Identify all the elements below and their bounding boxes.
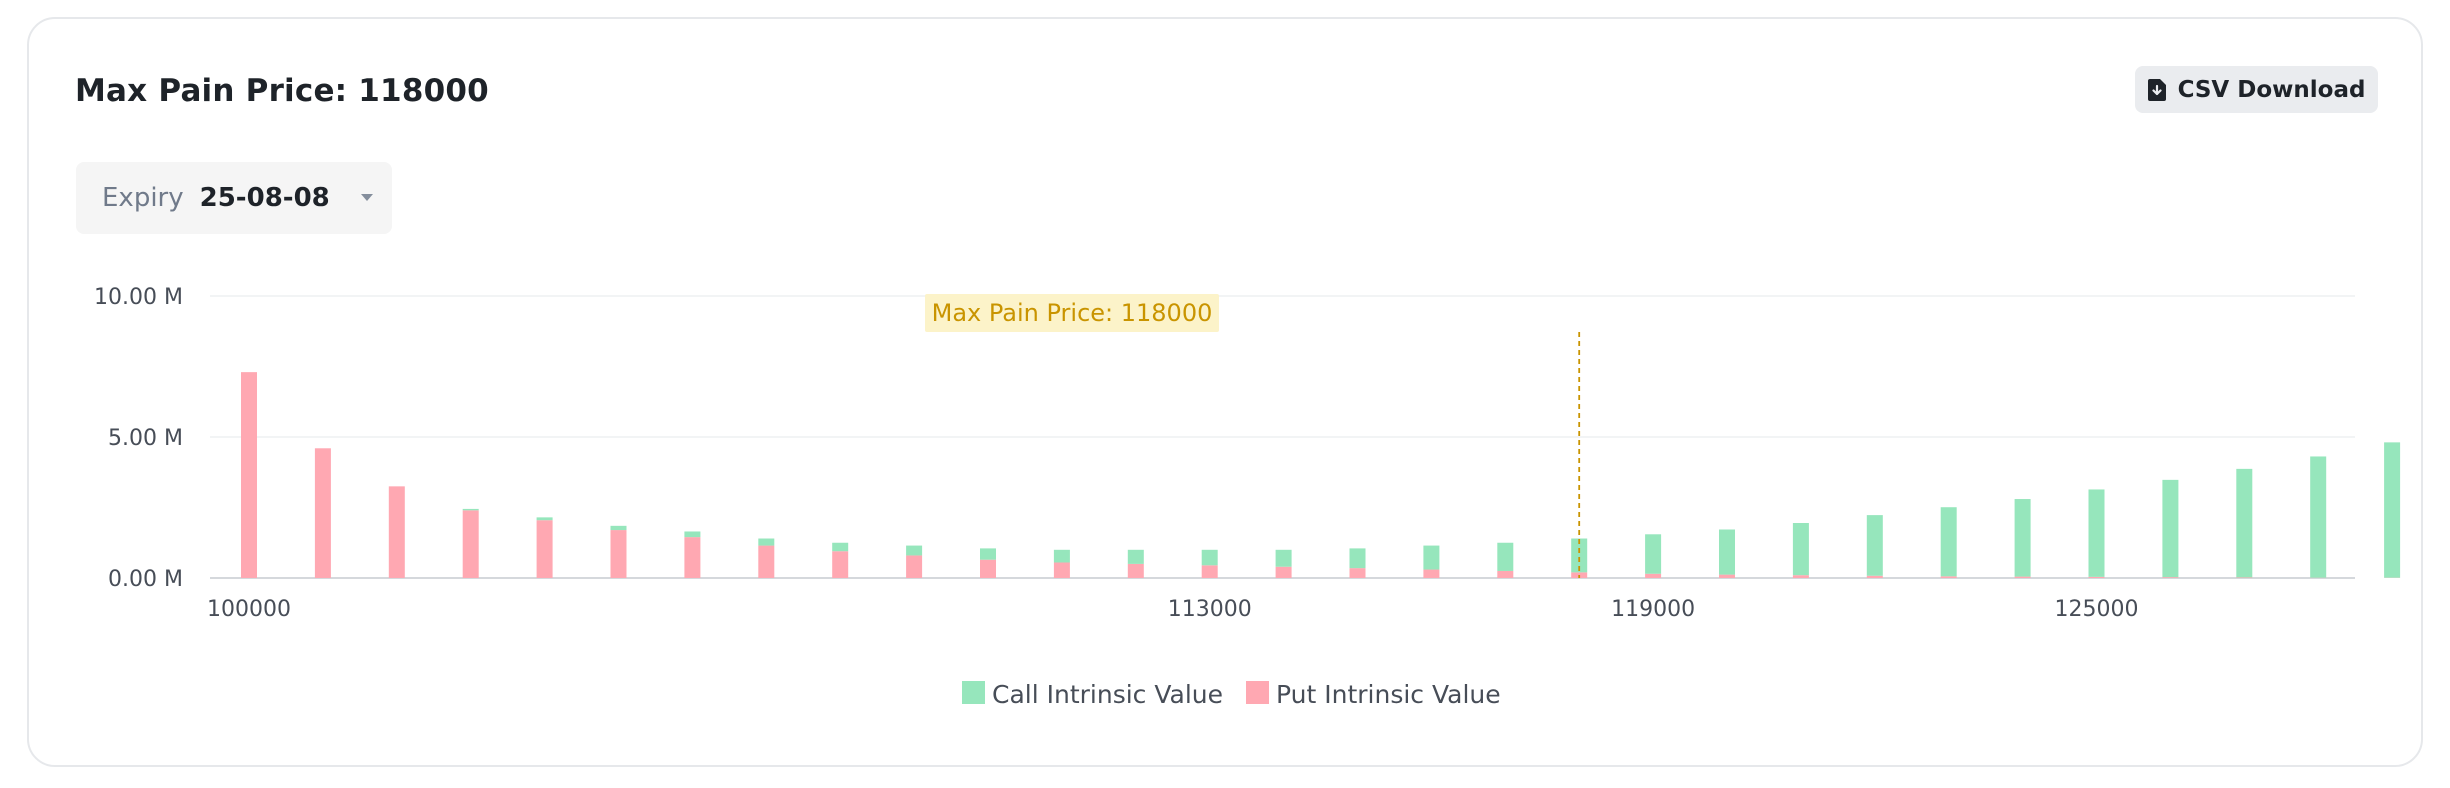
- max-pain-card: [27, 17, 2423, 767]
- expiry-value: 25-08-08: [199, 183, 330, 213]
- page-title: Max Pain Price: 118000: [75, 73, 489, 109]
- x-tick-label: 100000: [207, 597, 291, 622]
- call-bar[interactable]: [462, 508, 479, 511]
- call-bar[interactable]: [906, 545, 923, 556]
- put-bar[interactable]: [1719, 574, 1735, 578]
- put-bar[interactable]: [1275, 566, 1292, 578]
- call-bar[interactable]: [1349, 548, 1366, 569]
- max-pain-marker-box: [925, 294, 1219, 332]
- expiry-select[interactable]: Expiry 25-08-08: [76, 162, 392, 234]
- call-bar[interactable]: [980, 548, 996, 560]
- call-bar[interactable]: [2310, 456, 2327, 578]
- put-bar[interactable]: [1127, 563, 1144, 578]
- call-bar[interactable]: [1423, 545, 1440, 570]
- put-bar[interactable]: [684, 537, 701, 578]
- x-tick-label: 113000: [1168, 597, 1252, 622]
- legend-put-swatch[interactable]: [1246, 681, 1269, 704]
- put-bar[interactable]: [1645, 573, 1662, 578]
- call-bar[interactable]: [1866, 515, 1883, 576]
- put-bar[interactable]: [1497, 570, 1514, 578]
- expiry-label: Expiry: [102, 183, 184, 213]
- y-tick-label: 5.00 M: [108, 426, 183, 451]
- call-bar[interactable]: [684, 531, 701, 538]
- put-bar[interactable]: [462, 510, 479, 578]
- call-bar[interactable]: [2088, 489, 2105, 577]
- csv-download-button[interactable]: CSV Download: [2135, 66, 2378, 113]
- put-bar[interactable]: [758, 545, 775, 578]
- put-bar[interactable]: [1866, 575, 1883, 578]
- call-bar[interactable]: [1571, 538, 1588, 573]
- put-bar[interactable]: [2014, 576, 2031, 578]
- put-bar[interactable]: [1940, 576, 1957, 578]
- call-bar[interactable]: [536, 517, 553, 521]
- put-bar[interactable]: [1423, 569, 1440, 578]
- call-bar[interactable]: [2236, 468, 2253, 578]
- call-bar[interactable]: [758, 538, 775, 546]
- x-tick-label: 119000: [1611, 597, 1695, 622]
- caret-down-icon: [360, 194, 373, 201]
- put-bar[interactable]: [1053, 562, 1070, 578]
- call-bar[interactable]: [1275, 549, 1292, 567]
- call-bar[interactable]: [1053, 549, 1070, 563]
- call-bar[interactable]: [1719, 529, 1735, 575]
- put-bar[interactable]: [536, 520, 553, 578]
- legend-call-swatch[interactable]: [962, 681, 985, 704]
- call-bar[interactable]: [2014, 499, 2031, 577]
- call-bar[interactable]: [1792, 523, 1809, 576]
- put-bar[interactable]: [2162, 577, 2179, 578]
- call-bar[interactable]: [610, 525, 627, 531]
- legend-put-label[interactable]: Put Intrinsic Value: [1276, 680, 1501, 709]
- call-bar[interactable]: [832, 542, 849, 552]
- put-bar[interactable]: [832, 551, 849, 578]
- put-bar[interactable]: [2236, 577, 2253, 578]
- csv-download-label: CSV Download: [2177, 76, 2366, 103]
- put-bar[interactable]: [1201, 565, 1218, 578]
- call-bar[interactable]: [1201, 549, 1218, 566]
- call-bar[interactable]: [2162, 479, 2179, 578]
- x-tick-label: 125000: [2055, 597, 2139, 622]
- legend-call-label[interactable]: Call Intrinsic Value: [992, 680, 1223, 709]
- put-bar[interactable]: [314, 448, 331, 578]
- put-bar[interactable]: [2088, 576, 2105, 578]
- put-bar[interactable]: [1349, 568, 1366, 578]
- call-bar[interactable]: [1497, 542, 1514, 571]
- y-tick-label: 10.00 M: [94, 285, 183, 310]
- y-tick-label: 0.00 M: [108, 567, 183, 592]
- call-bar[interactable]: [1940, 507, 1957, 577]
- put-bar[interactable]: [388, 486, 405, 578]
- put-bar[interactable]: [906, 555, 923, 578]
- put-bar[interactable]: [1792, 575, 1809, 578]
- call-bar[interactable]: [1645, 534, 1662, 574]
- call-bar[interactable]: [1127, 549, 1144, 564]
- put-bar[interactable]: [241, 372, 257, 578]
- file-download-icon: [2147, 78, 2166, 101]
- put-bar[interactable]: [980, 559, 996, 578]
- call-bar[interactable]: [2384, 442, 2401, 578]
- max-pain-marker-label: Max Pain Price: 118000: [932, 299, 1213, 327]
- put-bar[interactable]: [610, 530, 627, 578]
